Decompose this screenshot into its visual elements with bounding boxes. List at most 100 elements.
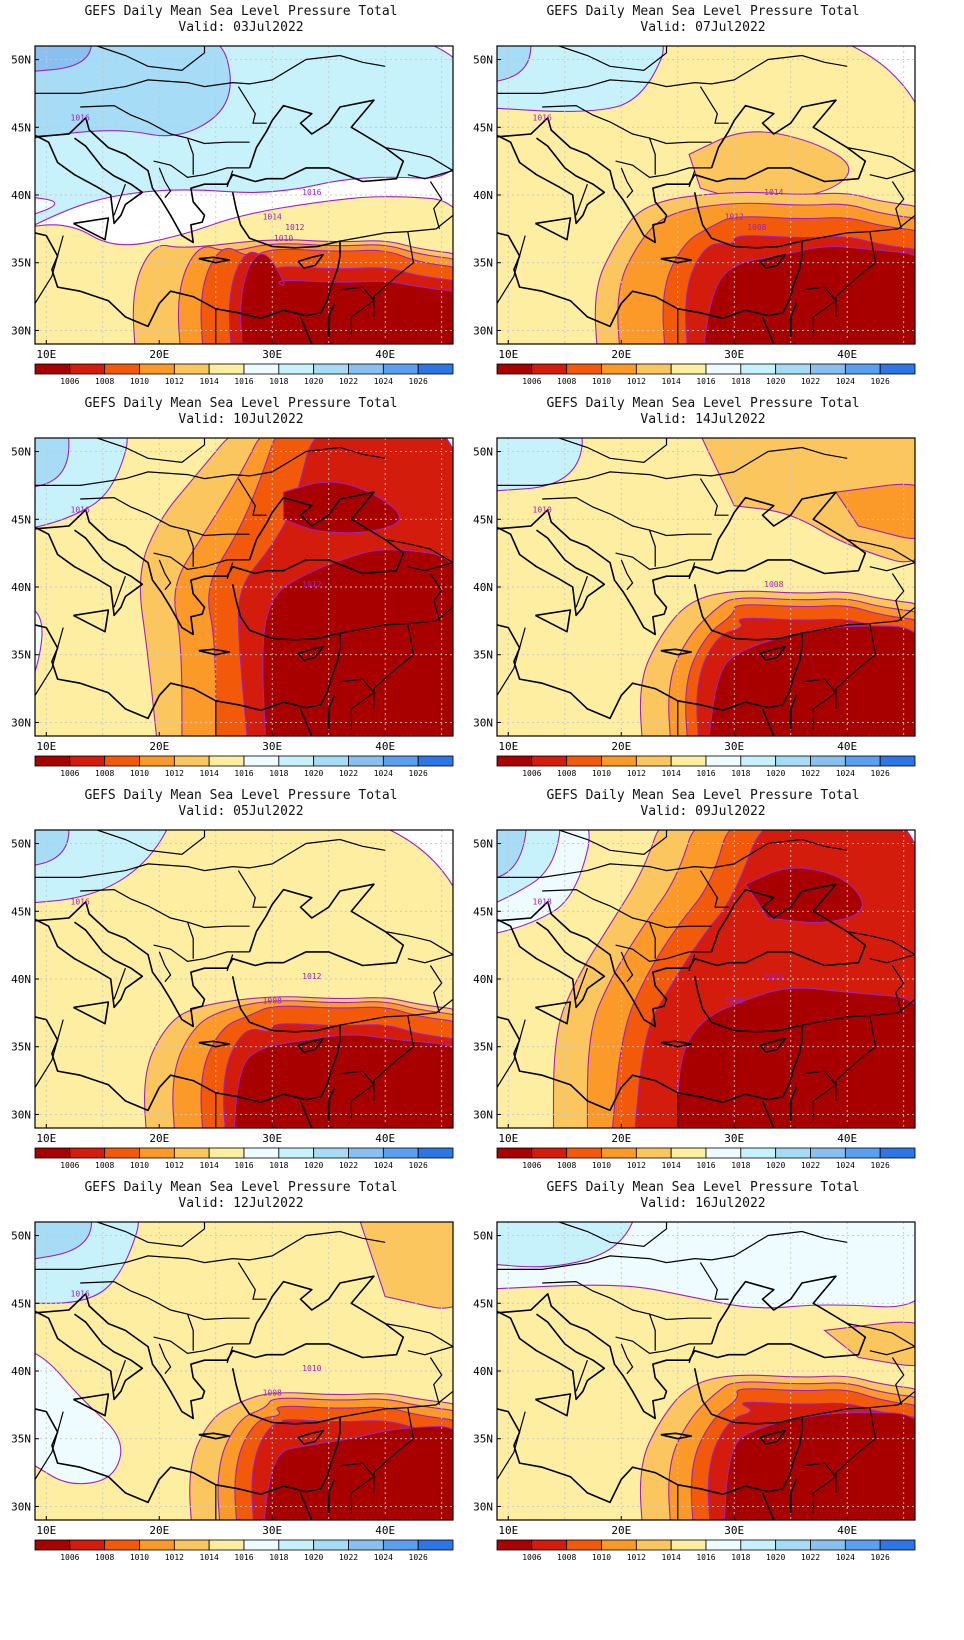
lon-tick-label: 20E — [149, 1132, 169, 1145]
colorbar-label: 1008 — [557, 1161, 576, 1170]
contour-label: 1016 — [302, 188, 321, 197]
colorbar-label: 1008 — [557, 769, 576, 778]
pressure-map: 1016 1010 1008 50N 45N 40N 35N 30N 10E 20E 30E 40E 1… — [11, 1221, 454, 1562]
country-borders — [497, 1222, 915, 1520]
contour-label: 1008 — [747, 223, 766, 232]
colorbar-label: 1020 — [766, 377, 785, 386]
colorbar-label: 1008 — [95, 377, 114, 386]
contour-label: 1012 — [302, 972, 321, 981]
colorbar-label: 1006 — [60, 1161, 79, 1170]
colorbar-swatch — [705, 755, 742, 767]
contour-label: 1008 — [263, 1388, 282, 1397]
map-panel: GEFS Daily Mean Sea Level Pressure Total… — [462, 0, 944, 410]
contour-label: 1012 — [302, 580, 321, 589]
colorbar-label: 1010 — [592, 377, 611, 386]
lat-tick-label: 50N — [11, 838, 31, 851]
colorbar-swatch — [705, 1539, 742, 1551]
colorbar-swatch — [139, 363, 175, 375]
colorbar-swatch — [810, 363, 846, 375]
colorbar-swatch — [382, 363, 419, 375]
colorbar-label: 1010 — [130, 1553, 149, 1562]
lat-tick-label: 40N — [473, 581, 493, 594]
colorbar-swatch — [173, 1147, 210, 1159]
colorbar-label: 1014 — [200, 1161, 219, 1170]
colorbar-swatch — [635, 363, 672, 375]
pressure-band — [703, 246, 915, 344]
lat-tick-label: 35N — [473, 1433, 493, 1446]
lat-tick-label: 35N — [473, 1041, 493, 1054]
colorbar-label: 1026 — [409, 769, 428, 778]
colorbar-swatch — [635, 1539, 672, 1551]
colorbar-swatch — [243, 363, 280, 375]
colorbar-swatch — [243, 1147, 280, 1159]
colorbar-swatch — [104, 363, 140, 375]
colorbar-swatch — [775, 755, 811, 767]
contour-label: 1008 — [764, 580, 783, 589]
contour-label: 1008 — [725, 996, 744, 1005]
colorbar-label: 1026 — [871, 1553, 890, 1562]
colorbar-label: 1020 — [304, 377, 323, 386]
colorbar-label: 1010 — [130, 1161, 149, 1170]
colorbar-label: 1018 — [269, 1161, 288, 1170]
colorbar-swatch — [601, 1539, 637, 1551]
pressure-band — [282, 481, 400, 534]
pressure-band — [262, 549, 453, 736]
contour-label: 1010 — [302, 1364, 321, 1373]
colorbar-label: 1010 — [592, 1553, 611, 1562]
colorbar-swatch — [705, 363, 742, 375]
pressure-band — [35, 830, 70, 866]
colorbar-label: 1016 — [696, 769, 715, 778]
lat-tick-label: 50N — [473, 54, 493, 67]
lon-tick-label: 40E — [837, 1524, 857, 1537]
colorbar-swatch — [348, 755, 384, 767]
colorbar-swatch — [879, 1539, 916, 1551]
contour-label: 1016 — [71, 506, 90, 515]
colorbar-label: 1016 — [234, 1161, 253, 1170]
colorbar-swatch — [740, 1539, 777, 1551]
pressure-band — [35, 1352, 122, 1485]
colorbar-swatch — [635, 755, 672, 767]
panel-title: GEFS Daily Mean Sea Level Pressure Total — [546, 396, 860, 411]
colorbar-label: 1012 — [627, 1553, 646, 1562]
colorbar-swatch — [208, 1539, 245, 1551]
colorbar-label: 1026 — [871, 1161, 890, 1170]
colorbar-swatch — [382, 1147, 419, 1159]
lat-tick-label: 40N — [473, 1365, 493, 1378]
lon-tick-label: 10E — [36, 740, 56, 753]
colorbar-swatch — [705, 1147, 742, 1159]
pressure-band — [240, 253, 453, 344]
lon-tick-label: 10E — [498, 1524, 518, 1537]
lon-tick-label: 20E — [611, 740, 631, 753]
colorbar-label: 1006 — [522, 1161, 541, 1170]
colorbar-swatch — [34, 1147, 71, 1159]
lat-tick-label: 50N — [473, 1230, 493, 1243]
colorbar-label: 1024 — [836, 1161, 855, 1170]
colorbar-swatch — [139, 1539, 175, 1551]
pressure-band — [497, 46, 532, 82]
colorbar-label: 1022 — [339, 1161, 358, 1170]
lon-tick-label: 30E — [724, 740, 744, 753]
colorbar-label: 1014 — [200, 1553, 219, 1562]
panel-title: GEFS Daily Mean Sea Level Pressure Total — [546, 1180, 860, 1195]
map-panel: GEFS Daily Mean Sea Level Pressure Total… — [462, 392, 944, 802]
colorbar-swatch — [243, 755, 280, 767]
colorbar-label: 1006 — [522, 769, 541, 778]
lat-tick-label: 45N — [473, 905, 493, 918]
colorbar-label: 1006 — [60, 1553, 79, 1562]
colorbar-swatch — [139, 1147, 175, 1159]
lon-tick-label: 10E — [36, 348, 56, 361]
map-panel: GEFS Daily Mean Sea Level Pressure Total… — [0, 784, 482, 1194]
lat-tick-label: 50N — [11, 1230, 31, 1243]
lat-tick-label: 35N — [11, 257, 31, 270]
lat-tick-label: 35N — [11, 1041, 31, 1054]
lat-tick-label: 45N — [11, 905, 31, 918]
country-borders — [35, 1222, 453, 1520]
colorbar-swatch — [69, 363, 106, 375]
colorbar-swatch — [278, 363, 315, 375]
colorbar-swatch — [208, 363, 245, 375]
colorbar-label: 1006 — [60, 769, 79, 778]
colorbar-swatch — [382, 1539, 419, 1551]
